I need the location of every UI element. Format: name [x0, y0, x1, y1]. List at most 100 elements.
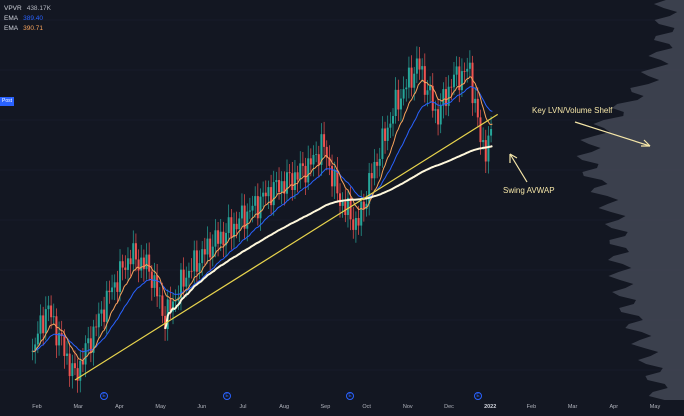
- candle-body: [259, 196, 262, 219]
- candle-body: [142, 257, 145, 270]
- candle-body: [113, 282, 116, 288]
- trendline: [74, 113, 499, 381]
- earnings-event-icon[interactable]: E: [346, 392, 354, 400]
- candle-body: [299, 163, 302, 180]
- candle-body: [158, 295, 161, 297]
- x-tick-label: Sep: [320, 404, 331, 410]
- candle-body: [368, 173, 371, 204]
- candle-body: [55, 316, 58, 346]
- candle-body: [190, 270, 193, 272]
- x-tick-label: 2022: [484, 404, 497, 410]
- candle-body: [211, 246, 214, 258]
- candle-body: [164, 315, 167, 329]
- candle-body: [484, 140, 487, 162]
- candle-body: [34, 344, 37, 351]
- x-tick-label: Nov: [402, 404, 413, 410]
- x-tick-label: Feb: [32, 404, 42, 410]
- candle-body: [333, 169, 336, 187]
- x-tick-label: Mar: [567, 404, 578, 410]
- x-tick-label: Dec: [444, 404, 454, 410]
- candle-body: [389, 123, 392, 128]
- legend-row-vpvr: VPVR 438.17K: [4, 4, 51, 14]
- candle-body: [328, 157, 331, 166]
- candle-body: [415, 58, 418, 74]
- volume-profile: [576, 0, 684, 400]
- candle-body: [312, 154, 315, 165]
- candle-body: [264, 192, 267, 197]
- candle-body: [301, 163, 304, 166]
- candle-body: [140, 257, 143, 271]
- candle-body: [293, 172, 296, 191]
- candle-body: [44, 309, 47, 334]
- candle-body: [132, 243, 135, 265]
- candle-body: [97, 313, 100, 328]
- candle-body: [95, 326, 98, 328]
- candle-body: [336, 169, 339, 194]
- x-tick-label: Jul: [239, 404, 247, 410]
- candle-body: [439, 105, 442, 125]
- candle-body: [68, 353, 71, 377]
- candle-body: [60, 332, 63, 337]
- candle-body: [476, 98, 479, 118]
- candle-body: [121, 261, 124, 268]
- x-tick-label: Apr: [609, 404, 619, 410]
- earnings-event-icon[interactable]: E: [223, 392, 231, 400]
- candle-body: [362, 201, 365, 210]
- candle-body: [317, 154, 320, 165]
- candle-body: [217, 230, 220, 244]
- candle-body: [145, 254, 148, 270]
- candle-body: [76, 368, 79, 381]
- annotation-avwap: Swing AVWAP: [503, 186, 555, 195]
- legend-row-ema-slow: EMA 390.71: [4, 24, 51, 34]
- candle-body: [455, 66, 458, 75]
- candle-body: [225, 232, 228, 246]
- candle-body: [352, 219, 355, 230]
- candle-body: [251, 205, 254, 211]
- candle-body: [156, 275, 159, 297]
- candle-body: [198, 263, 201, 272]
- candle-body: [174, 300, 177, 302]
- earnings-event-icon[interactable]: E: [474, 392, 482, 400]
- candle-body: [283, 181, 286, 194]
- candle-body: [354, 218, 357, 230]
- candle-body: [410, 67, 413, 88]
- candle-body: [397, 89, 400, 110]
- candle-body: [50, 305, 53, 318]
- legend-name-ema-slow: EMA: [4, 25, 19, 32]
- candle-body: [339, 193, 341, 206]
- candle-body: [172, 301, 175, 312]
- candle-body: [431, 85, 434, 111]
- candle-body: [248, 210, 251, 212]
- candle-body: [384, 128, 387, 141]
- ema-line-slow: [32, 76, 493, 362]
- price-tag-post: Post: [0, 97, 14, 106]
- arrow-head-volume-shelf: [641, 139, 651, 147]
- candle-body: [92, 326, 95, 353]
- x-tick-label: Jun: [197, 404, 207, 410]
- candle-body: [373, 161, 376, 179]
- candle-body: [206, 238, 209, 255]
- candle-body: [479, 117, 482, 143]
- candle-body: [227, 217, 230, 233]
- candle-body: [71, 363, 74, 377]
- candle-body: [161, 295, 164, 316]
- x-tick-label: Feb: [526, 404, 537, 410]
- candle-body: [399, 98, 402, 110]
- x-tick-label: Mar: [73, 404, 83, 410]
- candle-body: [232, 223, 235, 238]
- candle-body: [254, 196, 257, 206]
- candle-body: [278, 180, 281, 193]
- candle-body: [458, 66, 461, 91]
- candle-body: [296, 172, 299, 180]
- candle-body: [378, 158, 381, 166]
- candle-body: [421, 66, 424, 70]
- candle-body: [185, 277, 188, 287]
- candle-body: [235, 223, 238, 230]
- candle-body: [434, 109, 437, 111]
- candle-body: [450, 86, 453, 88]
- candle-body: [153, 275, 156, 288]
- candle-body: [360, 201, 363, 226]
- legend-value-vpvr: 438.17K: [26, 5, 51, 12]
- earnings-event-icon[interactable]: E: [100, 392, 108, 400]
